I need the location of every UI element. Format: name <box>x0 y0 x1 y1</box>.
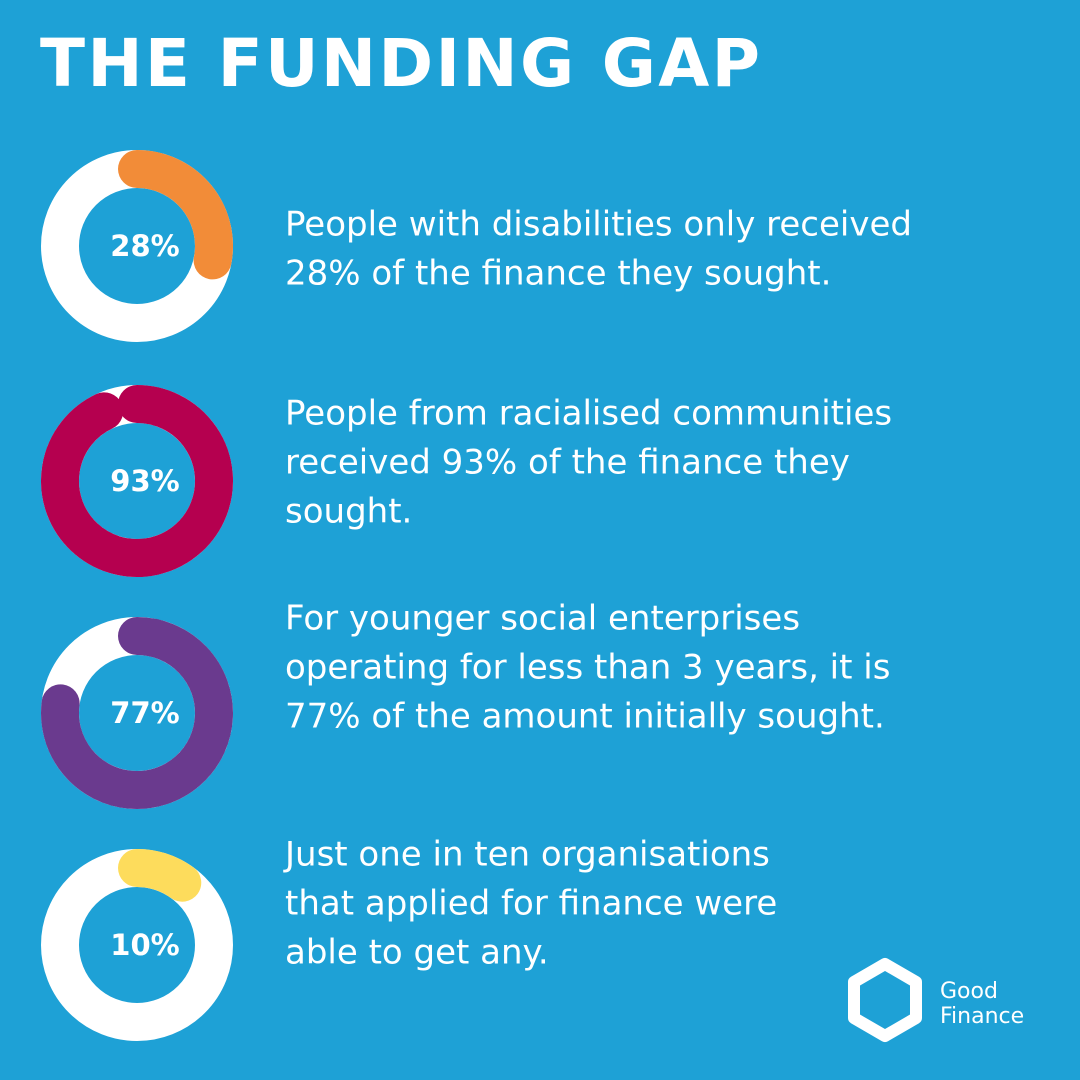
caption-line: operating for less than 3 years, it is <box>285 648 890 688</box>
caption-line: People from racialised communities <box>285 394 892 434</box>
donut-arc <box>41 385 233 577</box>
logo-text: Finance <box>940 1004 1024 1029</box>
caption-line: 77% of the amount initially sought. <box>285 697 885 737</box>
logo-text: Good <box>940 979 998 1004</box>
donut-label: 93% <box>110 464 179 498</box>
title: THE FUNDING GAP <box>40 25 760 102</box>
logo: Good Finance <box>848 958 1024 1042</box>
caption-line: able to get any. <box>285 933 549 973</box>
donut-arc <box>118 150 233 280</box>
caption-line: received 93% of the finance they <box>285 443 850 483</box>
caption-line: People with disabilities only received <box>285 205 912 245</box>
caption-line: For younger social enterprises <box>285 599 800 639</box>
logo-hexagon <box>848 958 922 1042</box>
donut-arc <box>118 849 202 902</box>
caption-line: 28% of the finance they sought. <box>285 254 831 294</box>
donut-label: 28% <box>110 229 179 263</box>
caption-line: that applied for finance were <box>285 884 777 924</box>
donut-arc <box>41 617 233 809</box>
caption-line: sought. <box>285 492 412 532</box>
donut-label: 10% <box>110 928 179 962</box>
caption-line: Just one in ten organisations <box>283 835 770 875</box>
donut-label: 77% <box>110 696 179 730</box>
